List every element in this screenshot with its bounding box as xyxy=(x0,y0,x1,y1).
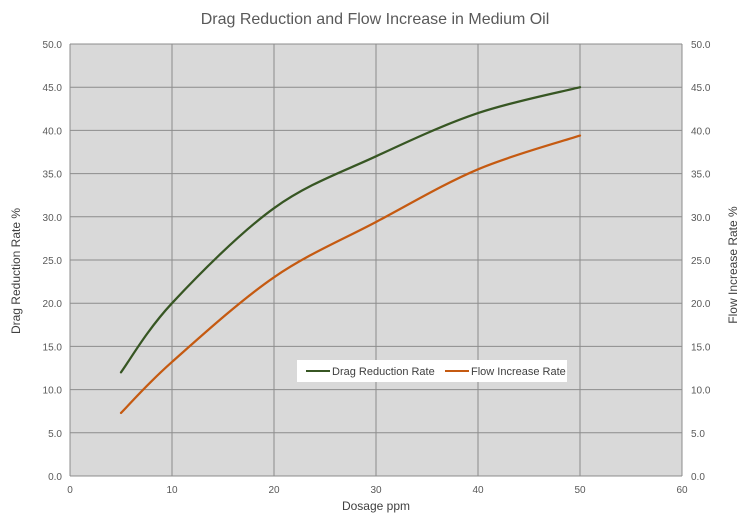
x-tick-label: 10 xyxy=(166,485,178,496)
y-tick-label: 0.0 xyxy=(48,472,62,483)
y2-tick-label: 40.0 xyxy=(691,126,711,137)
y-axis-title: Drag Reduction Rate % xyxy=(9,208,23,334)
legend-label-flow-increase: Flow Increase Rate xyxy=(471,366,566,378)
y-axis-ticks: 0.0 5.0 10.0 15.0 20.0 25.0 30.0 35.0 40.0 45.0 50… xyxy=(43,40,63,483)
y2-tick-label: 20.0 xyxy=(691,299,711,310)
y-tick-label: 30.0 xyxy=(43,213,63,224)
y-tick-label: 40.0 xyxy=(43,126,63,137)
y2-tick-label: 30.0 xyxy=(691,213,711,224)
x-tick-label: 40 xyxy=(472,485,484,496)
x-axis-ticks: 0 10 20 30 40 50 60 xyxy=(67,485,688,496)
x-tick-label: 50 xyxy=(574,485,586,496)
y-tick-label: 5.0 xyxy=(48,429,62,440)
x-axis-title: Dosage ppm xyxy=(342,499,410,513)
y-tick-label: 50.0 xyxy=(43,40,63,51)
x-tick-label: 60 xyxy=(676,485,688,496)
y2-tick-label: 50.0 xyxy=(691,40,711,51)
series-lines xyxy=(119,86,582,415)
legend: Drag Reduction Rate Flow Increase Rate xyxy=(297,360,567,382)
y2-axis-ticks: 0.0 5.0 10.0 15.0 20.0 25.0 30.0 35.0 40.0 45.0 50… xyxy=(691,40,711,483)
y2-tick-label: 25.0 xyxy=(691,256,711,267)
y-tick-label: 10.0 xyxy=(43,386,63,397)
y-tick-label: 45.0 xyxy=(43,83,63,94)
x-tick-label: 20 xyxy=(268,485,280,496)
y2-tick-label: 35.0 xyxy=(691,170,711,181)
legend-box xyxy=(297,360,567,382)
y2-tick-label: 10.0 xyxy=(691,386,711,397)
chart-title: Drag Reduction and Flow Increase in Medi… xyxy=(201,11,550,28)
y2-tick-label: 15.0 xyxy=(691,342,711,353)
y2-axis-title: Flow Increase Rate % xyxy=(726,206,740,324)
y-tick-label: 20.0 xyxy=(43,299,63,310)
y2-tick-label: 45.0 xyxy=(691,83,711,94)
series-line-drag-reduction xyxy=(119,86,582,374)
y2-tick-label: 0.0 xyxy=(691,472,705,483)
y-tick-label: 35.0 xyxy=(43,170,63,181)
y-tick-label: 25.0 xyxy=(43,256,63,267)
y2-tick-label: 5.0 xyxy=(691,429,705,440)
x-tick-label: 30 xyxy=(370,485,382,496)
series-line-flow-increase xyxy=(119,134,582,415)
legend-label-drag-reduction: Drag Reduction Rate xyxy=(332,366,435,378)
y-tick-label: 15.0 xyxy=(43,342,63,353)
x-tick-label: 0 xyxy=(67,485,73,496)
